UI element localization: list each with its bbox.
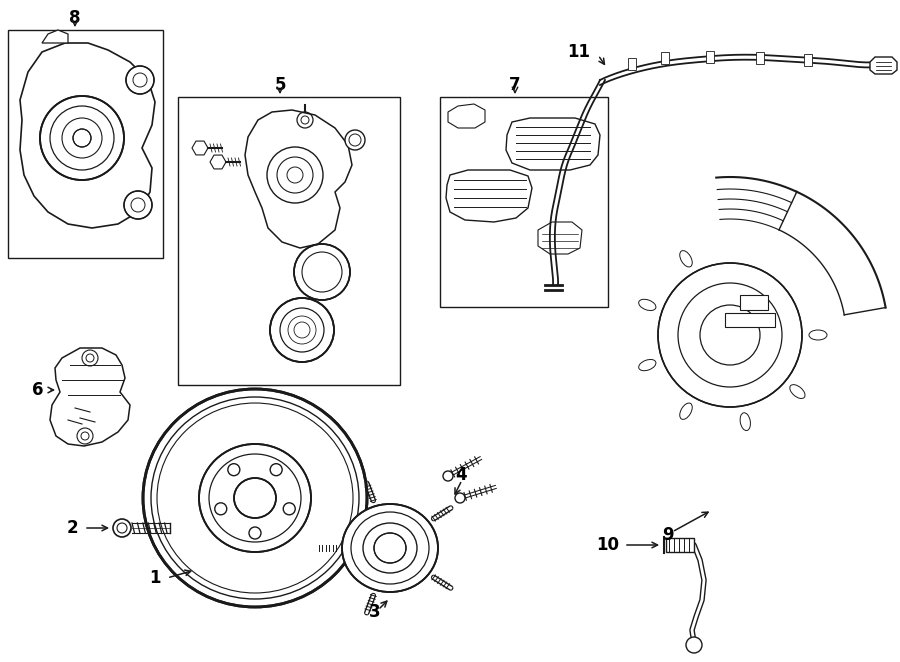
Polygon shape: [210, 155, 226, 169]
Text: 5: 5: [274, 76, 286, 94]
Bar: [804, 54, 812, 66]
Circle shape: [215, 503, 227, 515]
Bar: [756, 52, 764, 64]
Polygon shape: [42, 30, 68, 43]
Circle shape: [113, 519, 131, 537]
Ellipse shape: [143, 389, 367, 607]
Polygon shape: [446, 170, 532, 222]
Text: 8: 8: [69, 9, 81, 27]
Polygon shape: [192, 141, 208, 155]
Ellipse shape: [199, 444, 311, 552]
Bar: [666, 538, 694, 552]
Text: 6: 6: [32, 381, 44, 399]
Bar: [178, 97, 400, 385]
Bar: [706, 51, 714, 63]
Circle shape: [228, 463, 239, 476]
Ellipse shape: [374, 533, 406, 563]
Text: 3: 3: [369, 603, 381, 621]
Polygon shape: [538, 222, 582, 254]
Circle shape: [73, 129, 91, 147]
Circle shape: [345, 130, 365, 150]
Bar: [661, 52, 669, 64]
Ellipse shape: [342, 504, 438, 592]
Polygon shape: [448, 104, 485, 128]
Circle shape: [82, 350, 98, 366]
Circle shape: [658, 263, 802, 407]
Text: 9: 9: [662, 526, 674, 544]
Polygon shape: [740, 295, 768, 310]
Ellipse shape: [639, 359, 656, 371]
Text: 2: 2: [67, 519, 77, 537]
Circle shape: [126, 66, 154, 94]
Polygon shape: [50, 348, 130, 446]
Ellipse shape: [234, 478, 276, 518]
Bar: [628, 58, 636, 70]
Ellipse shape: [740, 413, 751, 430]
Ellipse shape: [680, 251, 692, 267]
Polygon shape: [725, 313, 775, 327]
Circle shape: [443, 471, 453, 481]
Ellipse shape: [790, 385, 805, 399]
Circle shape: [287, 167, 303, 183]
Circle shape: [270, 298, 334, 362]
Ellipse shape: [680, 403, 692, 420]
Circle shape: [284, 503, 295, 515]
Text: 10: 10: [597, 536, 619, 554]
Circle shape: [294, 244, 350, 300]
Text: 7: 7: [509, 76, 521, 94]
Text: 1: 1: [149, 569, 161, 587]
Polygon shape: [870, 57, 897, 74]
Text: 4: 4: [455, 466, 466, 484]
Polygon shape: [20, 43, 155, 228]
Text: 11: 11: [567, 43, 590, 61]
Polygon shape: [506, 118, 600, 170]
Circle shape: [686, 637, 702, 653]
Circle shape: [270, 463, 283, 476]
Circle shape: [40, 96, 124, 180]
Ellipse shape: [639, 299, 656, 310]
Circle shape: [249, 527, 261, 539]
Circle shape: [77, 428, 93, 444]
Circle shape: [455, 493, 465, 503]
Circle shape: [124, 191, 152, 219]
Bar: [8, 30, 163, 258]
Bar: [440, 97, 608, 307]
Ellipse shape: [809, 330, 827, 340]
